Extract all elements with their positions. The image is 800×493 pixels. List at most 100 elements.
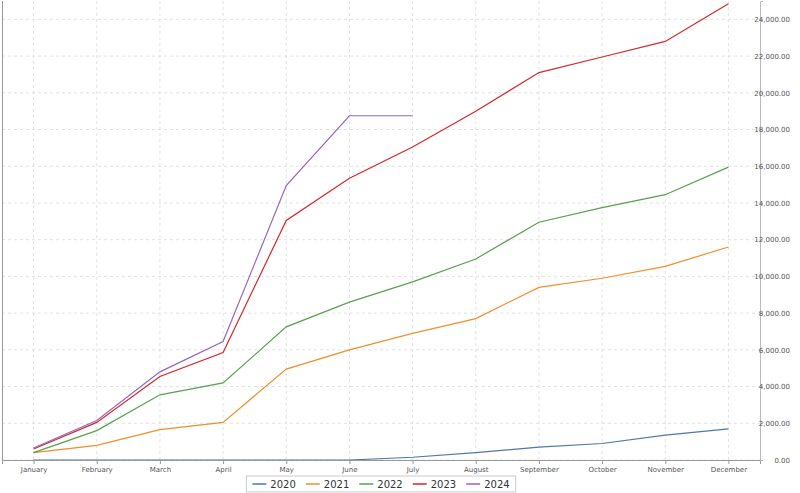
grid-line [2, 423, 760, 424]
tick: December [711, 460, 747, 474]
tick: 22,000.00 [754, 53, 790, 61]
tick-label: October [589, 466, 617, 474]
tick-label: 8,000.00 [759, 310, 790, 318]
y-axis: 0.00 2,000.00 4,000.00 6,000.00 8,000.00 10,0… [754, 2, 790, 465]
legend-label: 2022 [377, 479, 402, 490]
tick: February [82, 460, 113, 474]
tick-label: December [711, 466, 747, 474]
grid-line [2, 56, 760, 57]
tick-label: January [20, 466, 48, 474]
tick: January [20, 460, 48, 474]
tick-label: March [150, 466, 171, 474]
legend-swatch [413, 483, 427, 485]
tick-label: September [520, 466, 559, 474]
grid-line [2, 166, 760, 167]
tick-label: 10,000.00 [754, 273, 790, 281]
tick-label: 24,000.00 [754, 16, 790, 24]
tick: 12,000.00 [754, 236, 790, 244]
tick-mark [160, 460, 161, 464]
tick-mark [223, 460, 224, 464]
series-line [34, 116, 413, 448]
legend-entry: 2022 [359, 479, 402, 490]
grid-line [2, 313, 760, 314]
tick-label: June [341, 466, 357, 474]
tick: June [341, 460, 357, 474]
tick-label: November [648, 466, 685, 474]
grid-line [602, 1, 603, 460]
frame [2, 1, 3, 460]
legend-label: 2020 [270, 479, 295, 490]
tick-label: August [464, 466, 489, 474]
tick-mark [286, 460, 287, 464]
tick-label: 14,000.00 [754, 200, 790, 208]
tick: 16,000.00 [754, 163, 790, 171]
tick-label: July [406, 466, 420, 474]
tick-mark [539, 460, 540, 464]
tick-mark [476, 460, 477, 464]
legend-swatch [359, 483, 373, 485]
legend-entry: 2020 [252, 479, 295, 490]
legend-swatch [252, 483, 266, 485]
tick-label: 20,000.00 [754, 90, 790, 98]
tick: 2,000.00 [759, 420, 790, 428]
tick: November [648, 460, 685, 474]
tick: 4,000.00 [759, 383, 790, 391]
series-line [34, 167, 729, 452]
legend-swatch [306, 483, 320, 485]
series-line [34, 429, 729, 460]
tick-label: 12,000.00 [754, 236, 790, 244]
lines [34, 4, 729, 460]
tick-mark [349, 460, 350, 464]
tick-label: April [216, 466, 232, 474]
tick-label: 16,000.00 [754, 163, 790, 171]
tick: September [520, 460, 559, 474]
grid-line [349, 1, 350, 460]
grid-line [665, 1, 666, 460]
grid-line [475, 1, 476, 460]
tick-label: May [280, 466, 294, 474]
tick-mark [602, 460, 603, 464]
grid-line [2, 129, 760, 130]
tick-label: 4,000.00 [759, 383, 790, 391]
legend-label: 2023 [431, 479, 456, 490]
series-line [34, 247, 729, 453]
tick: March [150, 460, 171, 474]
tick: 14,000.00 [754, 200, 790, 208]
grid-line [2, 276, 760, 277]
tick-label: 18,000.00 [754, 126, 790, 134]
grid-line [2, 386, 760, 387]
grid-line [2, 202, 760, 203]
grid-line [2, 19, 760, 20]
grid [2, 1, 760, 460]
tick-mark [665, 460, 666, 464]
tick: 24,000.00 [754, 16, 790, 24]
tick-label: 6,000.00 [759, 347, 790, 355]
grid-line [2, 349, 760, 350]
tick: 0.00 [760, 457, 790, 465]
grid-line [412, 1, 413, 460]
legend-label: 2021 [324, 479, 349, 490]
tick: October [589, 460, 617, 474]
legend-swatch [466, 483, 480, 485]
legend-box [246, 476, 515, 492]
tick: 20,000.00 [754, 90, 790, 98]
grid-line [33, 1, 34, 460]
grid-line [159, 1, 160, 460]
tick-label: February [82, 466, 113, 474]
tick-mark [728, 460, 729, 464]
legend-label: 2024 [484, 479, 509, 490]
tick-label: 2,000.00 [759, 420, 790, 428]
legend-entry: 2024 [466, 479, 509, 490]
tick: July [406, 460, 420, 474]
legend: 2020 2021 2022 2023 2024 [246, 476, 515, 492]
legend-entry: 2021 [306, 479, 349, 490]
tick-mark [413, 460, 414, 464]
grid-line [223, 1, 224, 460]
grid-line [2, 239, 760, 240]
tick-label: 22,000.00 [754, 53, 790, 61]
series-line [34, 4, 729, 449]
x-axis: January February March April May June July Augu… [3, 460, 761, 474]
tick-label: 0.00 [774, 457, 790, 465]
axis-line [761, 2, 764, 461]
tick: 8,000.00 [759, 310, 790, 318]
